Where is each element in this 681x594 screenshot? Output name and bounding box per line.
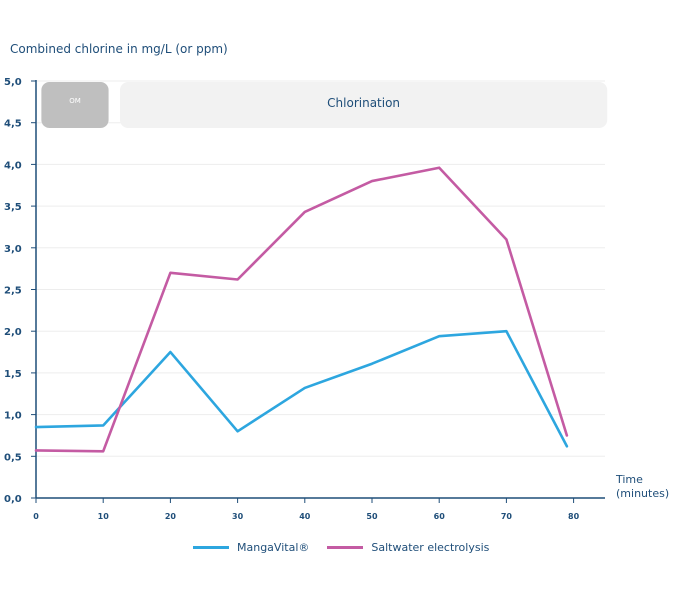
x-tick-label: 30 bbox=[232, 512, 244, 521]
legend-label-mangavital: MangaVital® bbox=[237, 541, 310, 554]
y-tick-label: 4,0 bbox=[4, 160, 22, 171]
y-tick-label: 3,0 bbox=[4, 244, 22, 255]
legend-swatch-saltwater bbox=[327, 546, 364, 549]
legend-swatch-mangavital bbox=[193, 546, 229, 549]
y-tick-label: 1,5 bbox=[4, 369, 22, 380]
legend-item-saltwater: Saltwater electrolysis bbox=[327, 541, 489, 554]
x-tick-label: 60 bbox=[434, 512, 446, 521]
legend-item-mangavital: MangaVital® bbox=[193, 541, 309, 554]
y-tick-label: 1,0 bbox=[4, 411, 22, 422]
x-tick-label: 10 bbox=[98, 512, 110, 521]
y-tick-label: 0,0 bbox=[4, 494, 22, 505]
y-tick-label: 3,5 bbox=[4, 202, 22, 213]
y-axis-title: Combined chlorine in mg/L (or ppm) bbox=[10, 42, 228, 56]
x-tick-label: 50 bbox=[366, 512, 378, 521]
x-tick-label: 80 bbox=[568, 512, 580, 521]
series-line-saltwater bbox=[34, 166, 569, 453]
phase-label-om: OM bbox=[69, 97, 81, 105]
phase-label-chlorination: Chlorination bbox=[327, 96, 400, 110]
y-tick-label: 2,0 bbox=[4, 327, 22, 338]
x-tick-label: 70 bbox=[501, 512, 513, 521]
y-tick-label: 5,0 bbox=[4, 77, 22, 88]
legend-label-saltwater: Saltwater electrolysis bbox=[371, 541, 490, 554]
legend: MangaVital® Saltwater electrolysis bbox=[193, 541, 489, 554]
y-tick-label: 0,5 bbox=[4, 452, 22, 463]
y-tick-label: 2,5 bbox=[4, 286, 22, 297]
x-tick-label: 40 bbox=[299, 512, 311, 521]
series-line-mangavital bbox=[34, 329, 569, 448]
x-tick-label: 0 bbox=[33, 512, 39, 521]
y-tick-label: 4,5 bbox=[4, 119, 22, 130]
x-axis-title: Time bbox=[615, 473, 643, 486]
phase-band-chlorination bbox=[120, 82, 608, 128]
x-tick-label: 20 bbox=[165, 512, 177, 521]
phase-band-om bbox=[41, 82, 109, 128]
x-axis-title-unit: (minutes) bbox=[616, 487, 669, 500]
